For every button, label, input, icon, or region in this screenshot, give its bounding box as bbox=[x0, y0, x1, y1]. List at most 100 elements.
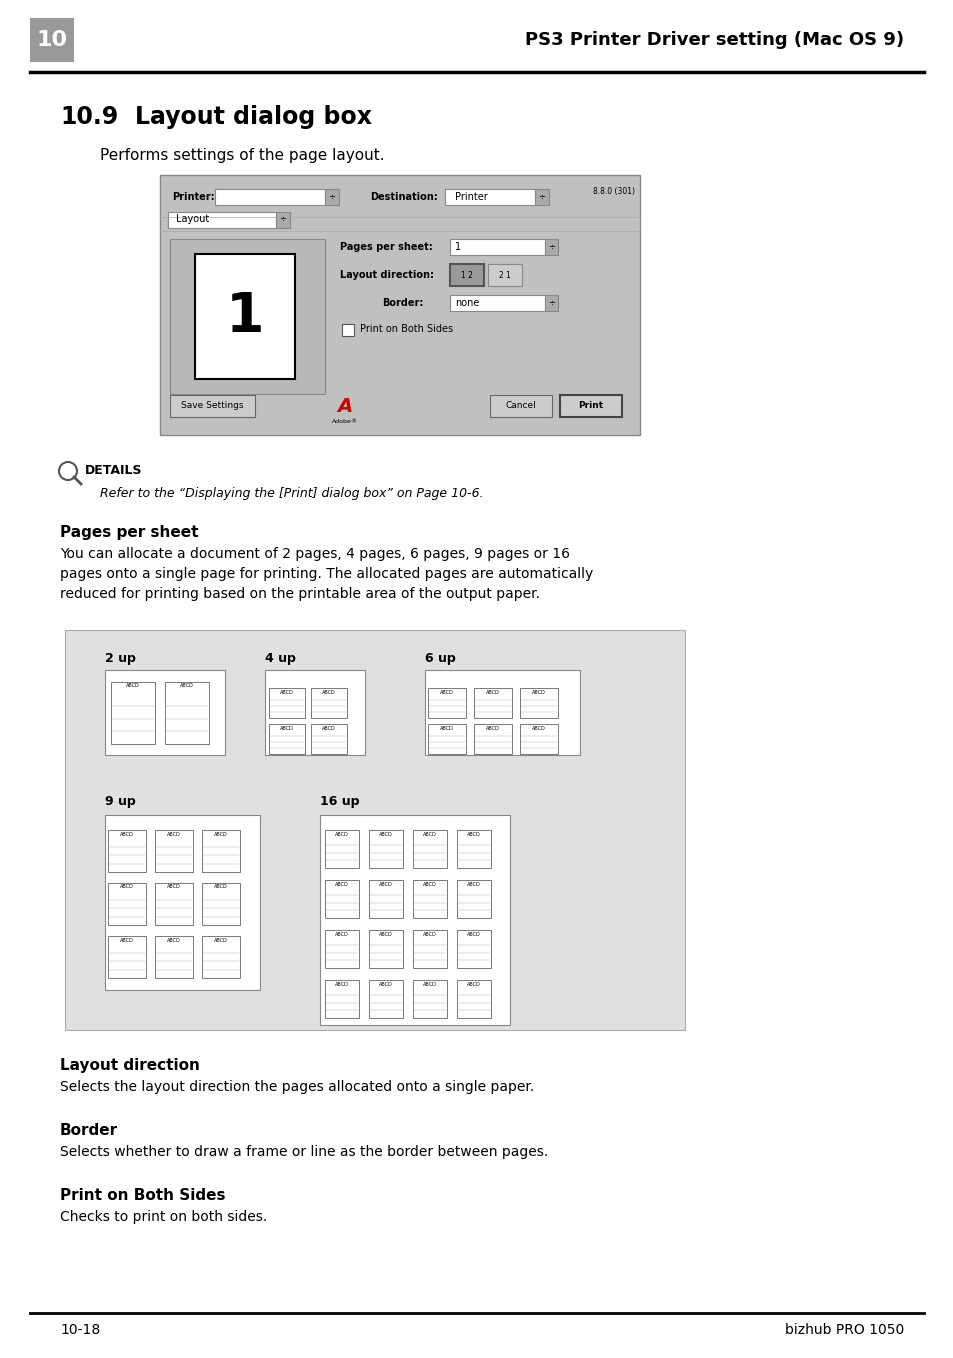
Bar bbox=[108, 883, 146, 925]
Text: ABCD: ABCD bbox=[486, 690, 499, 694]
Text: ABCD: ABCD bbox=[322, 690, 335, 694]
Bar bbox=[428, 724, 465, 754]
Bar bbox=[559, 395, 621, 417]
Bar bbox=[490, 395, 552, 417]
Bar bbox=[450, 295, 544, 311]
Text: 10-18: 10-18 bbox=[60, 1323, 100, 1338]
Text: ABCD: ABCD bbox=[423, 982, 436, 986]
Text: ABCD: ABCD bbox=[213, 937, 228, 942]
Text: 10.9: 10.9 bbox=[60, 105, 118, 129]
Text: ABCD: ABCD bbox=[213, 831, 228, 837]
Bar bbox=[168, 212, 275, 228]
Bar bbox=[325, 880, 358, 918]
Bar bbox=[319, 815, 510, 1025]
Text: ABCD: ABCD bbox=[467, 982, 480, 986]
Text: Printer: Printer bbox=[455, 191, 487, 202]
Text: ABCD: ABCD bbox=[120, 937, 133, 942]
Text: Print on Both Sides: Print on Both Sides bbox=[359, 325, 453, 334]
Bar bbox=[413, 930, 447, 968]
Text: Print: Print bbox=[578, 401, 603, 410]
Text: ABCD: ABCD bbox=[280, 725, 294, 731]
Bar bbox=[325, 930, 358, 968]
Text: ABCD: ABCD bbox=[486, 725, 499, 731]
Bar bbox=[154, 830, 193, 872]
Bar bbox=[413, 880, 447, 918]
Text: ABCD: ABCD bbox=[532, 725, 545, 731]
Bar bbox=[413, 980, 447, 1018]
Bar bbox=[325, 189, 338, 205]
Bar bbox=[269, 689, 305, 718]
Text: Selects the layout direction the pages allocated onto a single paper.: Selects the layout direction the pages a… bbox=[60, 1080, 534, 1095]
Text: ABCD: ABCD bbox=[378, 831, 393, 837]
Bar bbox=[456, 880, 491, 918]
Bar bbox=[369, 880, 402, 918]
Bar bbox=[108, 936, 146, 978]
Text: 4 up: 4 up bbox=[265, 652, 295, 665]
Bar bbox=[170, 239, 325, 394]
Text: 2 1: 2 1 bbox=[498, 270, 511, 280]
Circle shape bbox=[59, 462, 77, 479]
Text: Print on Both Sides: Print on Both Sides bbox=[60, 1188, 225, 1203]
Text: ABCD: ABCD bbox=[423, 831, 436, 837]
Bar bbox=[154, 883, 193, 925]
Bar bbox=[105, 669, 225, 755]
Text: 1: 1 bbox=[226, 289, 264, 344]
Text: DETAILS: DETAILS bbox=[85, 464, 142, 478]
Bar bbox=[194, 254, 294, 379]
Text: Layout: Layout bbox=[175, 215, 209, 224]
Text: Save Settings: Save Settings bbox=[180, 401, 243, 410]
Text: 9 up: 9 up bbox=[105, 794, 135, 808]
Text: Cancel: Cancel bbox=[505, 401, 536, 410]
Text: ABCD: ABCD bbox=[335, 932, 349, 937]
Text: ÷: ÷ bbox=[548, 299, 555, 307]
Text: 1: 1 bbox=[455, 242, 460, 253]
Bar bbox=[341, 325, 354, 335]
Bar bbox=[269, 724, 305, 754]
Bar bbox=[474, 724, 512, 754]
Bar bbox=[413, 830, 447, 868]
Text: ABCD: ABCD bbox=[126, 683, 140, 689]
Text: ABCD: ABCD bbox=[280, 690, 294, 694]
Text: 1 2: 1 2 bbox=[460, 270, 473, 280]
Text: A: A bbox=[337, 398, 353, 417]
Bar bbox=[488, 263, 521, 287]
Text: ÷: ÷ bbox=[537, 193, 545, 201]
Bar bbox=[456, 930, 491, 968]
Bar bbox=[519, 724, 558, 754]
Text: Checks to print on both sides.: Checks to print on both sides. bbox=[60, 1210, 267, 1224]
Text: Printer:: Printer: bbox=[172, 191, 214, 202]
Text: ABCD: ABCD bbox=[423, 881, 436, 887]
Text: ABCD: ABCD bbox=[335, 982, 349, 986]
Text: ÷: ÷ bbox=[279, 215, 286, 224]
Text: ÷: ÷ bbox=[548, 243, 555, 251]
Bar bbox=[202, 883, 240, 925]
Text: ABCD: ABCD bbox=[423, 932, 436, 937]
Text: ABCD: ABCD bbox=[467, 932, 480, 937]
Text: 2 up: 2 up bbox=[105, 652, 135, 665]
Text: 10: 10 bbox=[36, 30, 68, 50]
Text: Layout direction:: Layout direction: bbox=[339, 270, 434, 280]
Bar bbox=[325, 830, 358, 868]
Bar bbox=[65, 630, 684, 1029]
Bar bbox=[275, 212, 290, 228]
Bar bbox=[265, 669, 365, 755]
Bar bbox=[111, 682, 154, 743]
Bar bbox=[105, 815, 260, 990]
Text: Selects whether to draw a frame or line as the border between pages.: Selects whether to draw a frame or line … bbox=[60, 1145, 548, 1158]
Text: Refer to the “Displaying the [Print] dialog box” on Page 10-6.: Refer to the “Displaying the [Print] dia… bbox=[100, 488, 483, 500]
Text: Border:: Border: bbox=[381, 297, 423, 308]
Text: PS3 Printer Driver setting (Mac OS 9): PS3 Printer Driver setting (Mac OS 9) bbox=[524, 31, 903, 49]
Bar bbox=[444, 189, 535, 205]
Text: Performs settings of the page layout.: Performs settings of the page layout. bbox=[100, 148, 384, 163]
Bar bbox=[450, 263, 483, 287]
Bar bbox=[369, 980, 402, 1018]
Text: 6 up: 6 up bbox=[424, 652, 456, 665]
Text: 16 up: 16 up bbox=[319, 794, 359, 808]
Bar bbox=[544, 295, 558, 311]
Bar bbox=[474, 689, 512, 718]
Text: Layout direction: Layout direction bbox=[60, 1058, 200, 1073]
Bar bbox=[519, 689, 558, 718]
Text: ABCD: ABCD bbox=[335, 831, 349, 837]
Bar bbox=[160, 175, 639, 435]
Text: Pages per sheet:: Pages per sheet: bbox=[339, 242, 433, 253]
